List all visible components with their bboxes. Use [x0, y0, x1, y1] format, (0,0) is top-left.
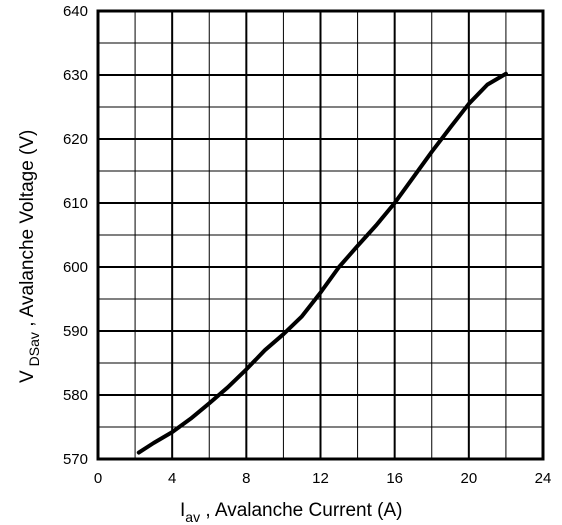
y-tick-label: 610 [63, 195, 88, 212]
y-axis-title: V DSav , Avalanche Voltage (V) [17, 130, 42, 383]
y-tick-label: 640 [63, 3, 88, 20]
x-axis-title-rest: , Avalanche Current (A) [200, 500, 402, 521]
y-tick-label: 630 [63, 67, 88, 84]
y-tick-label: 570 [63, 451, 88, 468]
plot-frame [96, 9, 545, 461]
x-tick-labels: 0 4 8 12 16 20 24 [94, 470, 552, 487]
y-axis-title-main: V [17, 370, 38, 383]
y-axis-title-rest: , Avalanche Voltage (V) [17, 130, 38, 332]
x-tick-label: 16 [386, 470, 403, 487]
y-axis-title-sub: DSav [26, 332, 42, 366]
x-axis-title-main: I [180, 500, 185, 521]
x-tick-label: 4 [168, 470, 176, 487]
y-tick-label: 580 [63, 387, 88, 404]
y-tick-label: 620 [63, 131, 88, 148]
y-tick-labels: 570 580 590 600 610 620 630 640 [63, 3, 88, 468]
grid [98, 11, 543, 459]
x-axis-title: Iav , Avalanche Current (A) [180, 500, 403, 525]
x-tick-label: 8 [242, 470, 250, 487]
y-tick-label: 600 [63, 259, 88, 276]
x-tick-label: 20 [460, 470, 477, 487]
series-layer [136, 71, 508, 455]
y-tick-label: 590 [63, 323, 88, 340]
x-tick-label: 24 [535, 470, 552, 487]
x-tick-label: 0 [94, 470, 102, 487]
x-axis-title-sub: av [185, 509, 200, 525]
x-tick-label: 12 [312, 470, 329, 487]
series-line-0 [136, 71, 508, 455]
